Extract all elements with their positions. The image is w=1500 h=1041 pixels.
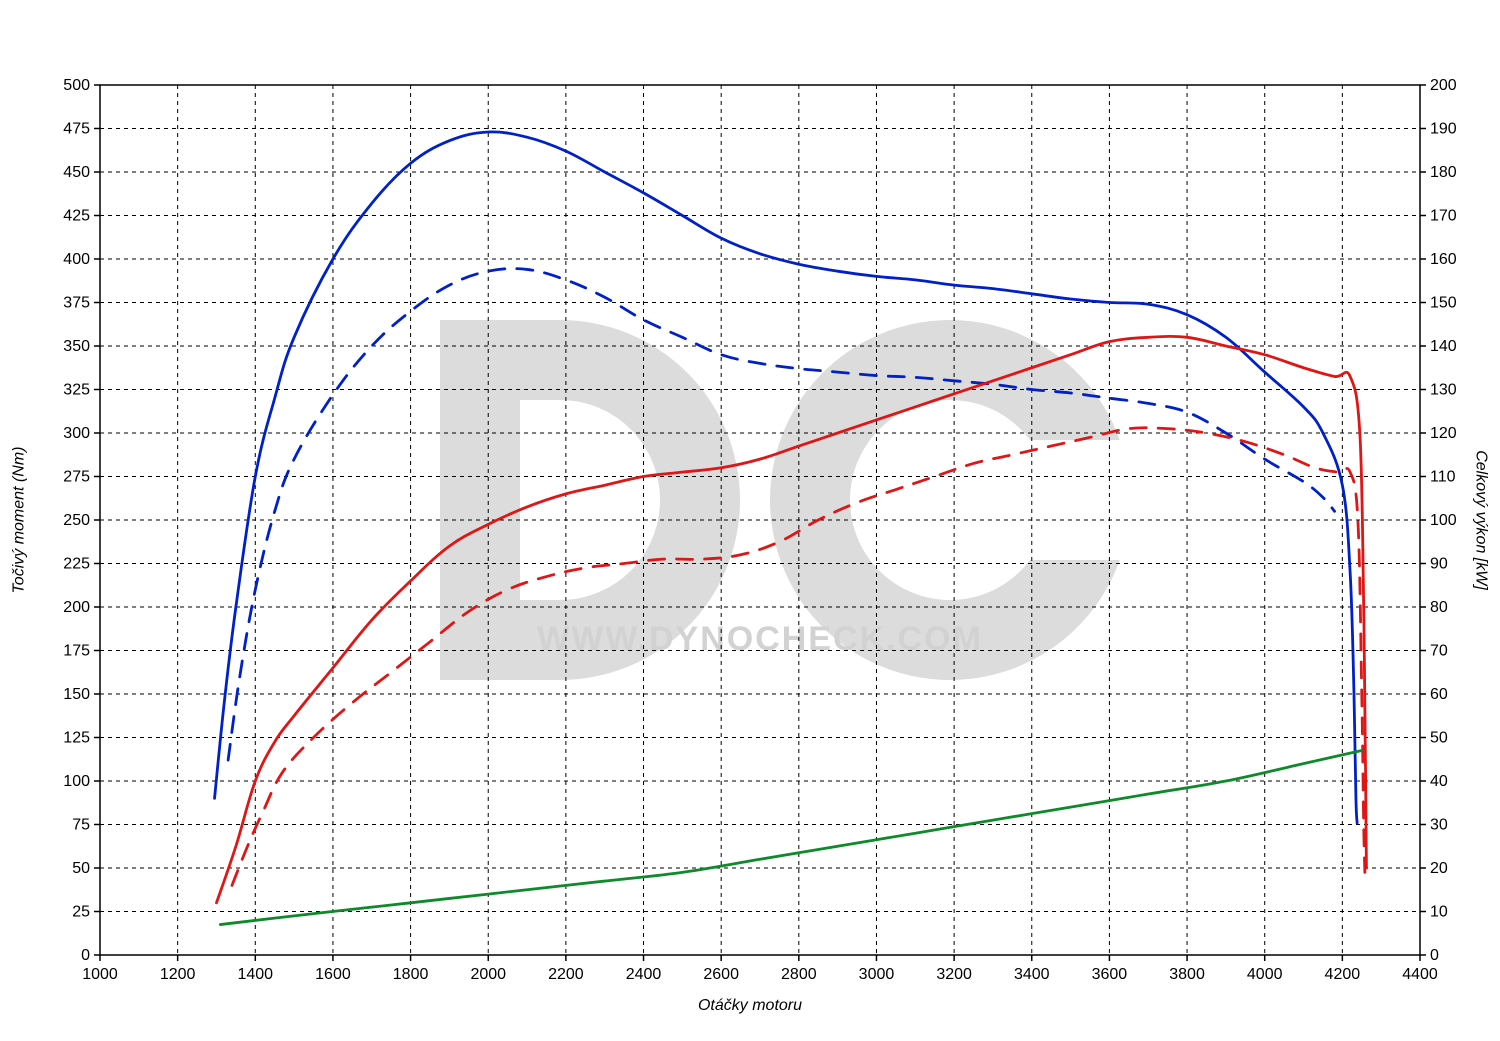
x-tick-label: 1600 xyxy=(315,966,351,983)
y-left-tick-label: 25 xyxy=(72,904,90,921)
y-right-tick-label: 130 xyxy=(1430,382,1457,399)
y-left-tick-label: 250 xyxy=(63,512,90,529)
chart-container: Graf výkonu a točivého momentu WWW.DYNOC… xyxy=(0,0,1500,1041)
y-right-tick-label: 100 xyxy=(1430,512,1457,529)
y-right-axis-label: Celkový výkon [kW] xyxy=(1472,450,1490,590)
y-left-tick-label: 75 xyxy=(72,817,90,834)
y-left-tick-label: 450 xyxy=(63,164,90,181)
x-tick-label: 2400 xyxy=(626,966,662,983)
y-left-tick-label: 275 xyxy=(63,469,90,486)
y-right-tick-label: 10 xyxy=(1430,904,1448,921)
x-tick-label: 3800 xyxy=(1169,966,1205,983)
y-right-tick-label: 120 xyxy=(1430,425,1457,442)
y-left-tick-label: 325 xyxy=(63,382,90,399)
y-right-tick-label: 110 xyxy=(1430,469,1456,486)
x-tick-label: 3200 xyxy=(936,966,972,983)
y-right-tick-label: 70 xyxy=(1430,643,1448,660)
y-left-tick-label: 400 xyxy=(63,251,90,268)
y-left-tick-label: 150 xyxy=(63,686,90,703)
y-left-tick-label: 100 xyxy=(63,773,90,790)
y-left-tick-label: 125 xyxy=(63,730,90,747)
x-tick-label: 4400 xyxy=(1402,966,1438,983)
y-right-tick-label: 20 xyxy=(1430,860,1448,877)
y-right-tick-label: 170 xyxy=(1430,208,1457,225)
x-tick-label: 1000 xyxy=(82,966,118,983)
y-right-tick-label: 90 xyxy=(1430,556,1448,573)
y-left-tick-label: 175 xyxy=(63,643,90,660)
y-left-tick-label: 500 xyxy=(63,77,90,94)
y-right-tick-label: 80 xyxy=(1430,599,1448,616)
x-tick-label: 2800 xyxy=(781,966,817,983)
y-right-tick-label: 0 xyxy=(1430,947,1439,964)
chart-svg: WWW.DYNOCHECK.COM10001200140016001800200… xyxy=(0,0,1500,1041)
y-left-tick-label: 300 xyxy=(63,425,90,442)
x-tick-label: 4200 xyxy=(1325,966,1361,983)
y-left-tick-label: 225 xyxy=(63,556,90,573)
x-tick-label: 1800 xyxy=(393,966,429,983)
x-tick-label: 3600 xyxy=(1092,966,1128,983)
y-left-tick-label: 375 xyxy=(63,295,90,312)
y-right-tick-label: 50 xyxy=(1430,730,1448,747)
x-tick-label: 3400 xyxy=(1014,966,1050,983)
y-left-tick-label: 0 xyxy=(81,947,90,964)
y-right-tick-label: 140 xyxy=(1430,338,1457,355)
x-tick-label: 1200 xyxy=(160,966,196,983)
x-tick-label: 3000 xyxy=(859,966,895,983)
y-right-tick-label: 40 xyxy=(1430,773,1448,790)
x-tick-label: 1400 xyxy=(237,966,273,983)
x-tick-label: 2600 xyxy=(703,966,739,983)
y-left-axis-label: Točivý moment (Nm) xyxy=(11,447,29,594)
y-right-tick-label: 150 xyxy=(1430,295,1457,312)
x-tick-label: 4000 xyxy=(1247,966,1283,983)
y-left-tick-label: 350 xyxy=(63,338,90,355)
y-left-tick-label: 475 xyxy=(63,121,90,138)
y-right-tick-label: 180 xyxy=(1430,164,1457,181)
y-right-tick-label: 200 xyxy=(1430,77,1457,94)
x-tick-label: 2000 xyxy=(470,966,506,983)
x-axis-label: Otáčky motoru xyxy=(0,997,1500,1015)
y-left-tick-label: 200 xyxy=(63,599,90,616)
y-right-tick-label: 30 xyxy=(1430,817,1448,834)
y-left-tick-label: 425 xyxy=(63,208,90,225)
y-left-tick-label: 50 xyxy=(72,860,90,877)
x-tick-label: 2200 xyxy=(548,966,584,983)
y-right-tick-label: 60 xyxy=(1430,686,1448,703)
y-right-tick-label: 190 xyxy=(1430,121,1457,138)
y-right-tick-label: 160 xyxy=(1430,251,1457,268)
watermark-url: WWW.DYNOCHECK.COM xyxy=(537,620,983,658)
